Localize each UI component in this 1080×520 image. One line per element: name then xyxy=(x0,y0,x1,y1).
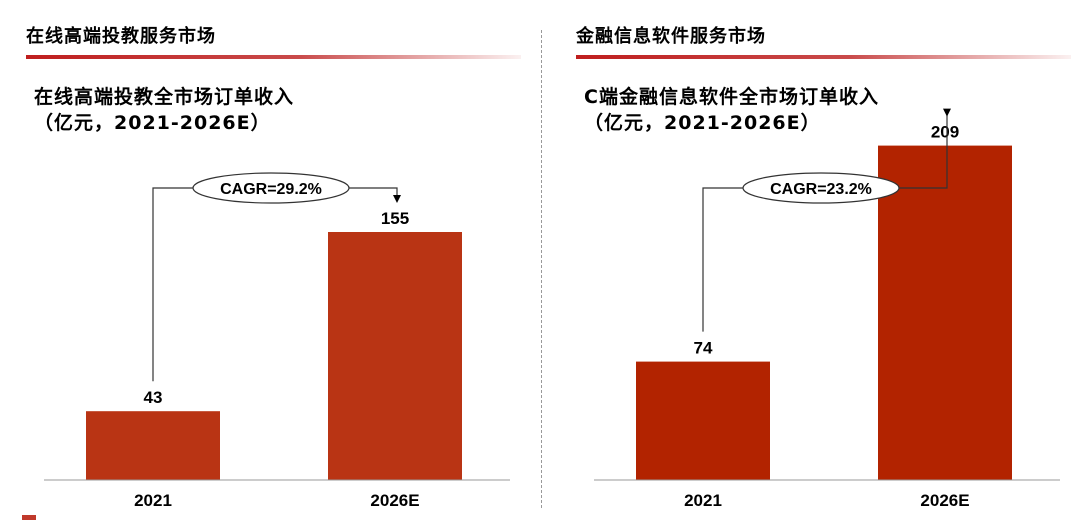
chart-title: C端金融信息软件全市场订单收入 xyxy=(584,86,879,108)
x-tick-label: 2026E xyxy=(920,491,969,510)
chart-title: 在线高端投教全市场订单收入 xyxy=(34,86,295,108)
bar-chart-right: 74 2021 209 2026E CAGR=23.2% xyxy=(594,108,1060,510)
section-title: 金融信息软件服务市场 xyxy=(576,26,766,47)
bar xyxy=(636,361,770,480)
bar-value-label: 43 xyxy=(144,388,163,407)
cagr-label: CAGR=23.2% xyxy=(770,181,872,198)
chart-unit: （亿元，2021-2026E） xyxy=(34,112,271,134)
cagr-ellipse xyxy=(742,172,900,204)
bar-value-label: 74 xyxy=(694,339,713,358)
chart-unit: （亿元，2021-2026E） xyxy=(584,112,821,134)
x-tick-label: 2021 xyxy=(684,491,722,510)
right-panel: 金融信息软件服务市场 C端金融信息软件全市场订单收入 （亿元，2021-2026… xyxy=(550,0,1080,520)
left-panel: 在线高端投教服务市场 在线高端投教全市场订单收入 （亿元，2021-2026E）… xyxy=(0,0,530,520)
bar-value-label: 209 xyxy=(931,123,959,142)
section-title-underline xyxy=(576,55,1071,59)
cagr-arrowhead xyxy=(393,195,401,203)
x-tick-label: 2021 xyxy=(134,491,172,510)
bar xyxy=(86,411,220,480)
x-tick-label: 2026E xyxy=(370,491,419,510)
cagr-arrowhead xyxy=(943,108,951,117)
bar-value-label: 155 xyxy=(381,209,409,228)
panel-divider xyxy=(541,30,542,508)
corner-mark xyxy=(22,515,36,520)
bar xyxy=(328,232,462,480)
section-title-underline xyxy=(26,55,521,59)
cagr-ellipse xyxy=(192,172,350,204)
cagr-label: CAGR=29.2% xyxy=(220,181,322,198)
section-title: 在线高端投教服务市场 xyxy=(26,26,216,47)
bar xyxy=(878,145,1012,480)
bar-chart-left: 43 2021 155 2026E CAGR=29.2% xyxy=(44,172,510,510)
